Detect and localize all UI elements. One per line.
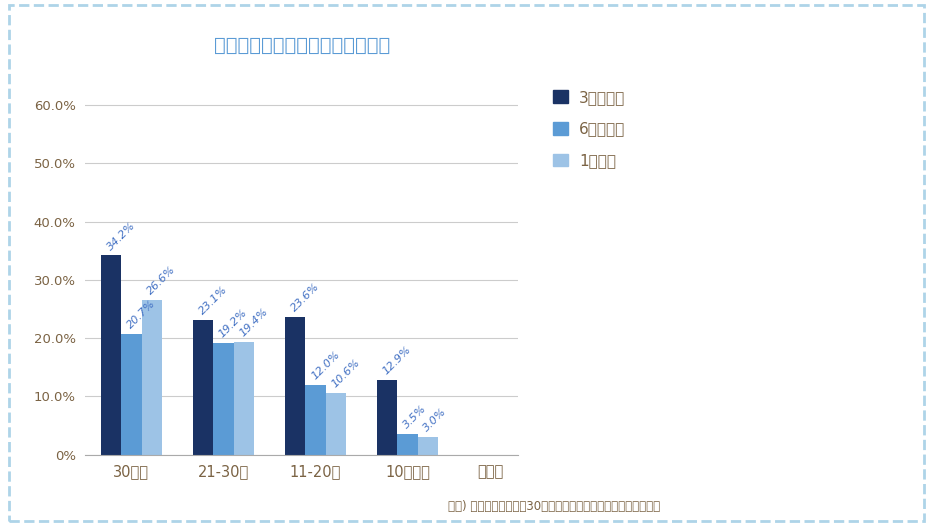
Bar	[214, 343, 233, 454]
Text: 19.4%: 19.4%	[238, 306, 270, 338]
Text: 23.1%: 23.1%	[197, 285, 230, 317]
Bar	[397, 434, 418, 454]
Bar	[418, 437, 438, 454]
Text: 23.6%: 23.6%	[289, 281, 321, 313]
Bar	[326, 393, 346, 454]
Text: 20.7%: 20.7%	[125, 298, 158, 331]
Text: 出所) 国土交通省「平成30年度マンション総合調査結果」より。: 出所) 国土交通省「平成30年度マンション総合調査結果」より。	[448, 500, 660, 513]
Text: 26.6%: 26.6%	[146, 264, 177, 296]
Bar	[142, 300, 161, 454]
Bar	[233, 342, 254, 454]
Bar	[101, 256, 121, 454]
Bar	[285, 317, 305, 454]
Text: 12.9%: 12.9%	[381, 344, 413, 376]
Text: 34.2%: 34.2%	[105, 220, 137, 252]
Text: 3.0%: 3.0%	[422, 407, 449, 434]
Bar	[377, 380, 397, 454]
Text: 10.6%: 10.6%	[329, 357, 362, 389]
Text: 19.2%: 19.2%	[217, 307, 249, 339]
Text: 3.5%: 3.5%	[401, 403, 428, 431]
Legend: 3か月以上, 6か月以上, 1年以上: 3か月以上, 6か月以上, 1年以上	[547, 84, 632, 175]
Bar	[193, 320, 214, 454]
Bar	[305, 385, 326, 454]
Title: マンションの築年数別の滞納状況: マンションの築年数別の滞納状況	[214, 36, 390, 55]
Text: 12.0%: 12.0%	[310, 349, 341, 381]
Bar	[121, 334, 142, 454]
